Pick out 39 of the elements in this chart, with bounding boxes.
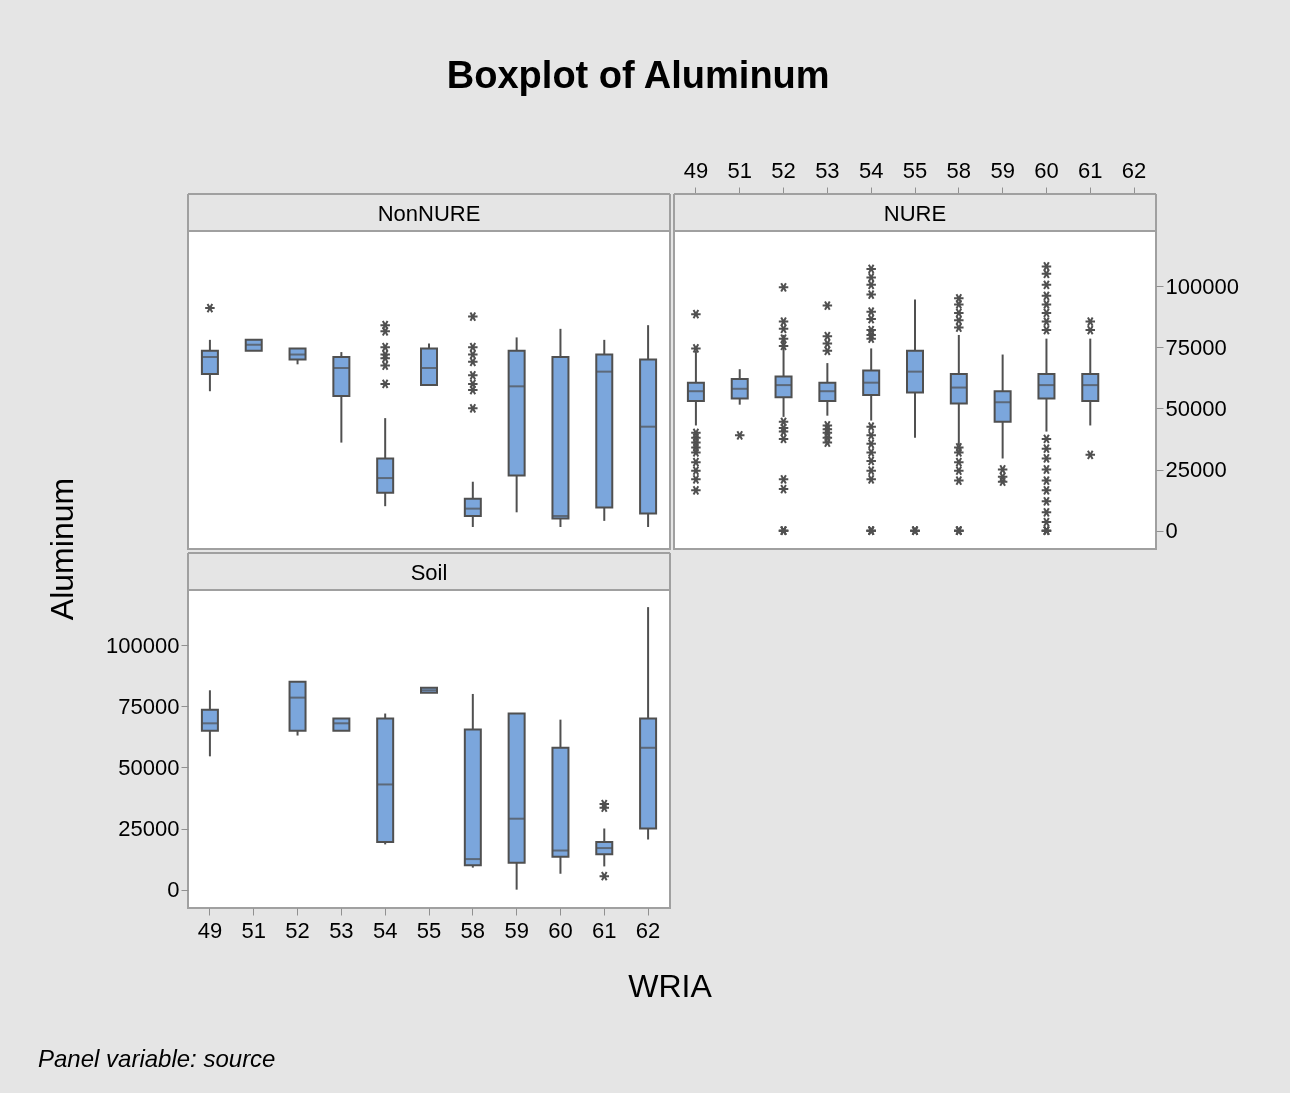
x-axis-title: WRIA <box>628 968 713 1004</box>
x-tick-label: 62 <box>635 917 661 943</box>
x-tick-label: 49 <box>197 917 223 943</box>
x-tick-label: 62 <box>1121 157 1147 183</box>
x-tick-label: 61 <box>592 917 617 943</box>
x-tick-label: 54 <box>858 157 884 183</box>
y-axis-title: Aluminum <box>44 477 80 621</box>
x-tick-label: 53 <box>329 917 354 943</box>
y-tick-label: 50000 <box>118 754 180 780</box>
x-tick-label: 59 <box>990 157 1015 183</box>
x-tick-label: 49 <box>683 157 709 183</box>
x-tick-label: 52 <box>771 157 796 183</box>
chart-subtitle: NURE <box>883 200 947 226</box>
x-tick-label: 55 <box>902 157 928 183</box>
x-tick-label: 60 <box>1034 157 1059 183</box>
x-tick-label: 61 <box>1078 157 1103 183</box>
x-tick-label: 52 <box>285 917 310 943</box>
text: Panel variable: source <box>38 1045 276 1072</box>
chart-subtitle: NonNURE <box>377 200 481 226</box>
x-tick-label: 58 <box>460 917 486 943</box>
x-tick-label: 60 <box>548 917 573 943</box>
chart-title: Boxplot of Aluminum <box>446 54 830 96</box>
y-tick-label: 100000 <box>106 632 180 658</box>
y-tick-label: 50000 <box>1165 395 1227 421</box>
y-tick-label: 25000 <box>118 816 180 841</box>
y-tick-label: 0 <box>1165 518 1178 544</box>
x-tick-label: 58 <box>946 157 972 183</box>
y-tick-label: 75000 <box>118 693 180 719</box>
x-tick-label: 51 <box>241 917 266 943</box>
x-tick-label: 53 <box>815 157 840 183</box>
x-tick-label: 55 <box>416 917 442 943</box>
x-tick-label: 59 <box>504 917 529 943</box>
chart-subtitle: Soil <box>410 559 448 585</box>
y-tick-label: 75000 <box>1165 334 1227 360</box>
y-tick-label: 0 <box>167 877 180 903</box>
y-tick-label: 100000 <box>1165 273 1239 299</box>
y-tick-label: 25000 <box>1165 457 1227 482</box>
x-tick-label: 54 <box>372 917 398 943</box>
x-tick-label: 51 <box>727 157 752 183</box>
